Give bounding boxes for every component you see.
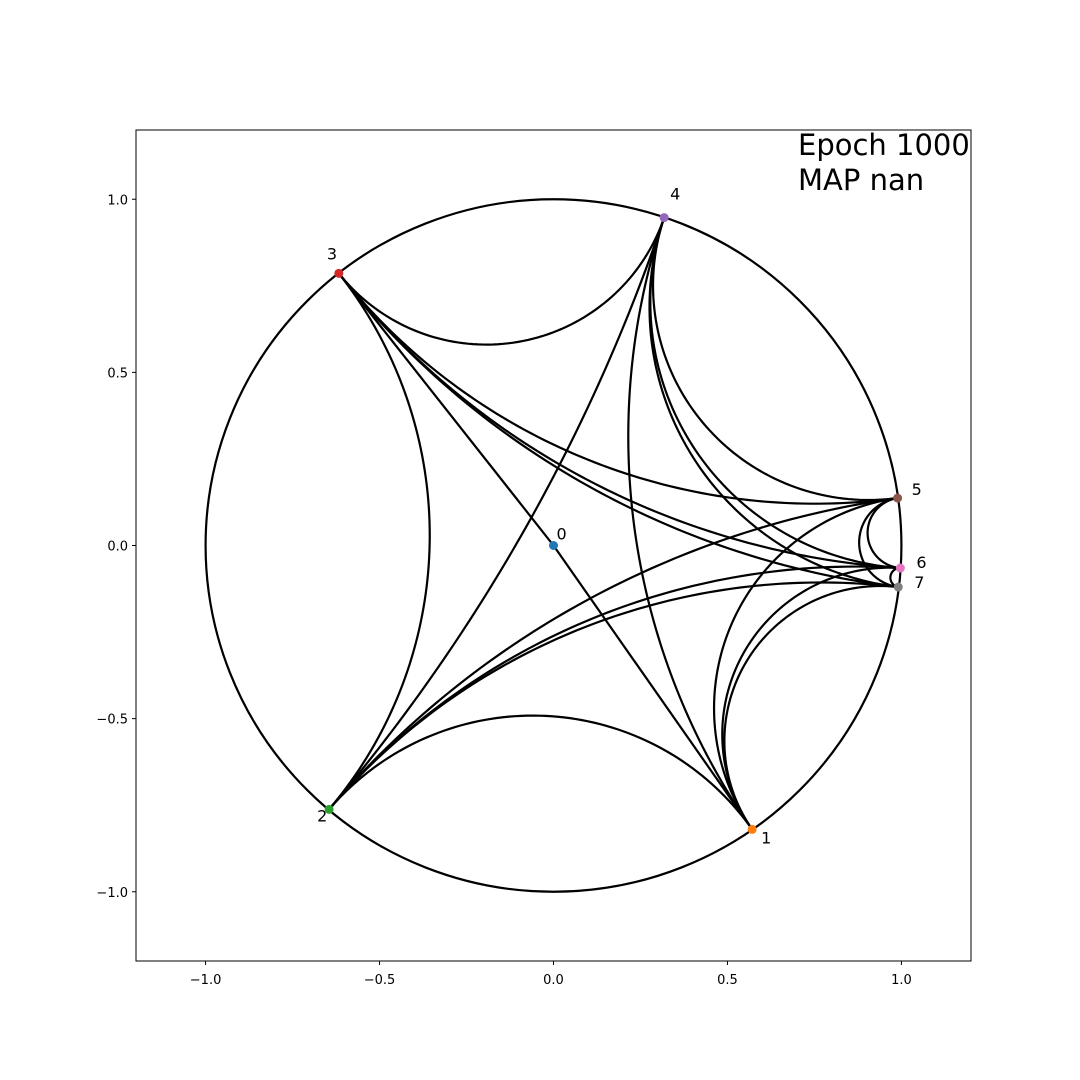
annotation: MAP nan	[798, 163, 924, 197]
edge	[328, 714, 754, 831]
edge	[337, 217, 666, 346]
edge	[858, 496, 899, 589]
x-tick-label: 0.5	[717, 973, 738, 988]
point-label: 2	[317, 806, 327, 825]
point	[334, 268, 344, 278]
edge	[328, 496, 898, 811]
disk-boundary	[204, 198, 903, 893]
x-tick-label: 1.0	[891, 973, 912, 988]
edge	[889, 566, 901, 589]
point	[895, 563, 905, 573]
point-label: 3	[327, 244, 337, 263]
y-tick-label: 0.5	[107, 366, 128, 381]
edge	[712, 496, 898, 831]
x-tick-label: −1.0	[190, 973, 222, 988]
x-tick-label: −0.5	[364, 973, 396, 988]
point-label: 1	[761, 828, 771, 847]
edge	[552, 544, 754, 831]
edge	[723, 584, 899, 831]
y-tick-label: 1.0	[107, 193, 128, 208]
point-label: 0	[557, 525, 567, 544]
point	[893, 582, 903, 592]
point-label: 5	[912, 480, 922, 499]
edge	[649, 217, 901, 570]
annotation: Epoch 1000	[798, 128, 970, 162]
point	[659, 213, 669, 223]
edge	[328, 272, 431, 811]
point-label: 6	[916, 553, 926, 572]
edge	[337, 272, 898, 505]
edge	[648, 217, 899, 589]
edge	[328, 217, 666, 811]
point-label: 7	[914, 573, 924, 592]
edge	[337, 272, 555, 547]
point	[549, 541, 558, 550]
y-tick-label: −0.5	[96, 713, 128, 728]
point	[324, 804, 334, 814]
edge	[337, 272, 899, 589]
edge	[651, 217, 898, 502]
x-tick-label: 0.0	[543, 973, 564, 988]
edge	[721, 566, 901, 831]
edge	[866, 496, 901, 570]
edge	[627, 217, 754, 831]
point-label: 4	[670, 185, 680, 204]
point	[893, 493, 903, 503]
point	[747, 824, 757, 834]
y-tick-label: −1.0	[96, 886, 128, 901]
edge	[328, 581, 899, 811]
y-tick-label: 0.0	[107, 540, 128, 555]
